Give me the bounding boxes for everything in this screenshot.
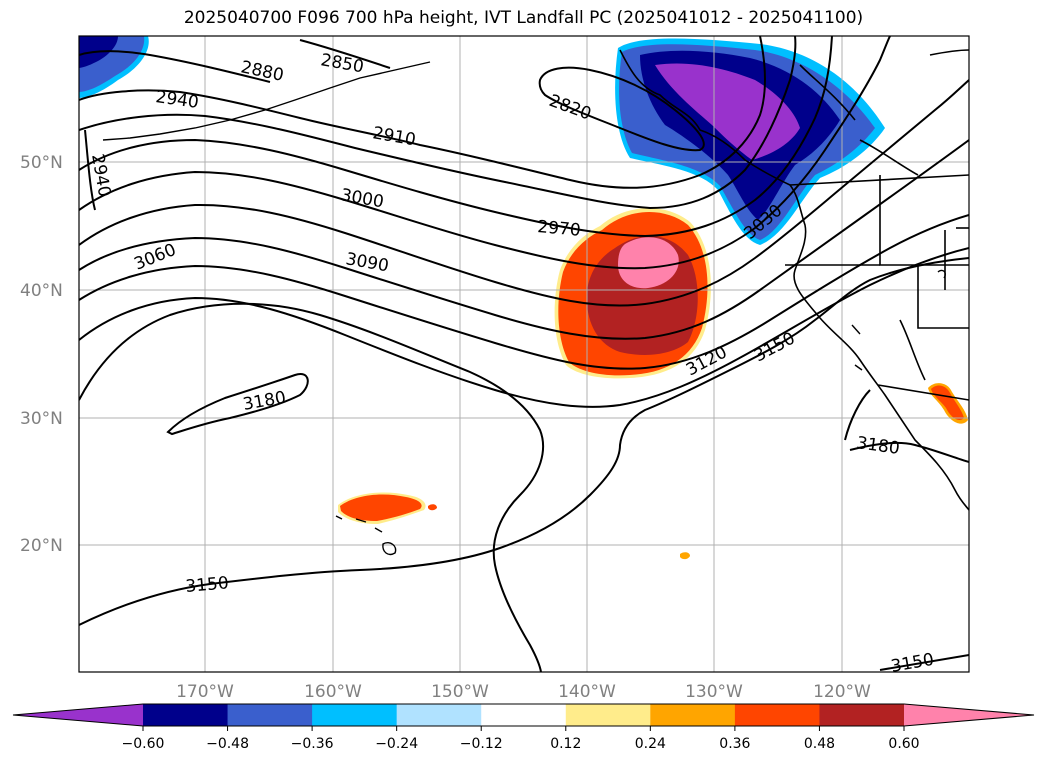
lon-label: 120°W — [813, 682, 871, 702]
colorbar-tick-label: 0.36 — [719, 736, 750, 752]
colorbar-tick-label: −0.36 — [291, 736, 334, 752]
height-contours — [79, 36, 969, 672]
colorbar-extend-high — [904, 704, 1034, 726]
colorbar-tick-label: −0.24 — [375, 736, 418, 752]
lat-label: 20°N — [20, 536, 63, 556]
lat-label: 40°N — [20, 281, 63, 301]
colorbar-swatch — [819, 704, 905, 726]
colorbar-tick-label: −0.48 — [206, 736, 249, 752]
lat-label: 50°N — [20, 153, 63, 173]
colorbar-swatch — [734, 704, 820, 726]
colorbar-extend-low — [13, 704, 143, 726]
lat-label: 30°N — [20, 409, 63, 429]
colorbar-ticks: −0.60 −0.48 −0.36 −0.24 −0.12 0.12 0.24 0.36 0.4… — [122, 726, 920, 752]
colorbar-swatch — [143, 704, 229, 726]
lon-label: 140°W — [558, 682, 616, 702]
colorbar — [12, 703, 1035, 727]
colorbar-tick-label: −0.60 — [122, 736, 165, 752]
colorbar-swatch — [312, 704, 398, 726]
colorbar-swatch — [227, 704, 313, 726]
latitude-labels: 50°N 40°N 30°N 20°N — [20, 153, 63, 556]
colorbar-swatch — [396, 704, 482, 726]
contour-label: 3150 — [889, 650, 935, 677]
negative-anomaly-region — [79, 36, 885, 245]
colorbar-swatch — [565, 704, 651, 726]
colorbar-swatch — [650, 704, 736, 726]
colorbar-tick-label: 0.48 — [804, 736, 835, 752]
map-frame — [78, 35, 970, 673]
lon-label: 130°W — [685, 682, 743, 702]
longitude-labels: 170°W 160°W 150°W 140°W 130°W 120°W — [176, 682, 871, 702]
contour-label: 2970 — [537, 217, 582, 241]
colorbar-tick-label: 0.60 — [888, 736, 919, 752]
colorbar-tick-label: 0.24 — [635, 736, 666, 752]
lon-label: 160°W — [304, 682, 362, 702]
lon-label: 170°W — [176, 682, 234, 702]
contour-label: 3150 — [185, 573, 230, 597]
map-title: 2025040700 F096 700 hPa height, IVT Land… — [183, 8, 864, 28]
lon-label: 150°W — [431, 682, 489, 702]
colorbar-tick-label: −0.12 — [460, 736, 503, 752]
colorbar-swatch — [481, 704, 567, 726]
colorbar-tick-label: 0.12 — [550, 736, 581, 752]
coastlines — [619, 49, 969, 511]
